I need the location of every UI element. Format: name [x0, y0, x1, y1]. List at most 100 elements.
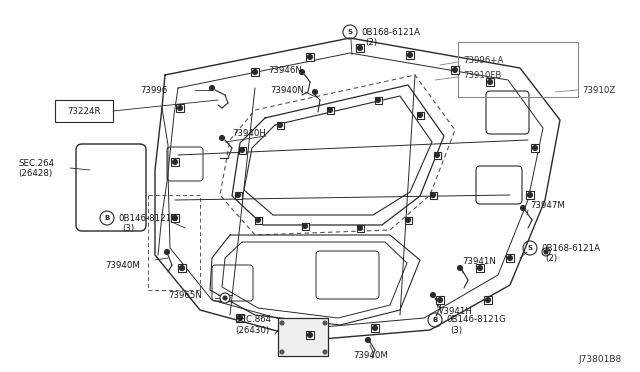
Circle shape [452, 67, 458, 73]
Text: 73965N: 73965N [168, 292, 202, 301]
Bar [404, 217, 412, 224]
Circle shape [520, 205, 525, 211]
Circle shape [223, 296, 227, 300]
Bar [486, 78, 494, 86]
Text: S: S [348, 29, 353, 35]
Circle shape [323, 321, 327, 325]
Bar [55, 100, 113, 122]
Circle shape [307, 55, 312, 60]
Circle shape [532, 145, 538, 151]
Bar [306, 53, 314, 61]
Text: (26428): (26428) [18, 169, 52, 177]
Circle shape [544, 250, 548, 254]
Circle shape [431, 192, 435, 198]
Bar [484, 296, 492, 304]
Text: SEC.264: SEC.264 [18, 158, 54, 167]
Text: (2): (2) [545, 253, 557, 263]
Bar [251, 68, 259, 76]
Text: 73940N: 73940N [270, 86, 304, 94]
Text: B: B [104, 215, 109, 221]
Circle shape [253, 70, 257, 74]
Bar [433, 151, 440, 158]
Text: SEC.864: SEC.864 [235, 315, 271, 324]
Circle shape [312, 90, 317, 94]
Circle shape [179, 266, 184, 270]
Circle shape [237, 315, 243, 321]
Bar [506, 254, 514, 262]
Bar [374, 96, 381, 103]
Bar [171, 214, 179, 222]
Bar [234, 192, 241, 199]
Circle shape [236, 192, 241, 198]
Bar [531, 144, 539, 152]
Circle shape [486, 298, 490, 302]
Circle shape [303, 224, 307, 228]
Text: 0B146-8121G: 0B146-8121G [118, 214, 178, 222]
Text: 73224R: 73224R [67, 106, 100, 115]
Bar [176, 104, 184, 112]
Circle shape [488, 80, 493, 84]
Bar [356, 224, 364, 231]
Circle shape [365, 337, 371, 343]
Circle shape [328, 108, 333, 112]
Circle shape [164, 250, 170, 254]
Circle shape [220, 135, 225, 141]
Text: 73941H: 73941H [438, 308, 472, 317]
Bar [178, 264, 186, 272]
Text: 0B146-8121G: 0B146-8121G [446, 315, 506, 324]
Text: 73940H: 73940H [232, 128, 266, 138]
Bar [239, 147, 246, 154]
Text: 73910Z: 73910Z [582, 86, 615, 94]
Circle shape [431, 292, 435, 298]
Circle shape [508, 256, 513, 260]
Circle shape [527, 192, 532, 198]
Circle shape [173, 160, 177, 164]
Bar [476, 264, 484, 272]
Circle shape [376, 97, 381, 103]
Bar [326, 106, 333, 113]
Circle shape [358, 45, 362, 51]
Text: 73941N: 73941N [462, 257, 496, 266]
Text: 0B168-6121A: 0B168-6121A [541, 244, 600, 253]
Bar [278, 318, 328, 356]
Text: 73940M: 73940M [105, 260, 140, 269]
Bar [417, 112, 424, 119]
Bar [171, 158, 179, 166]
Text: B: B [433, 317, 438, 323]
Text: 73910FB: 73910FB [463, 71, 501, 80]
Circle shape [307, 333, 312, 337]
Bar [371, 324, 379, 332]
Circle shape [458, 266, 463, 270]
Text: (2): (2) [365, 38, 377, 46]
Bar [236, 314, 244, 322]
Text: 73946N: 73946N [268, 65, 302, 74]
Text: 0B168-6121A: 0B168-6121A [361, 28, 420, 36]
Circle shape [358, 225, 362, 231]
Bar [276, 122, 284, 128]
Circle shape [280, 321, 284, 325]
Circle shape [542, 248, 550, 256]
Bar [301, 222, 308, 230]
Circle shape [239, 148, 244, 153]
Text: 73947M: 73947M [530, 201, 565, 209]
Circle shape [323, 350, 327, 354]
Bar [406, 51, 414, 59]
Circle shape [300, 70, 305, 74]
Bar [255, 217, 262, 224]
Text: 73996: 73996 [140, 86, 167, 94]
Circle shape [477, 266, 483, 270]
Bar [451, 66, 459, 74]
Circle shape [417, 112, 422, 118]
Circle shape [438, 298, 442, 302]
Circle shape [280, 350, 284, 354]
Bar [458, 42, 578, 97]
Bar [356, 44, 364, 52]
Bar [429, 192, 436, 199]
Bar [306, 331, 314, 339]
Text: J73801B8: J73801B8 [579, 356, 622, 365]
Circle shape [406, 218, 410, 222]
Circle shape [255, 218, 260, 222]
Circle shape [209, 86, 214, 90]
Text: 73996+A: 73996+A [463, 55, 504, 64]
Text: (26430): (26430) [235, 326, 269, 334]
